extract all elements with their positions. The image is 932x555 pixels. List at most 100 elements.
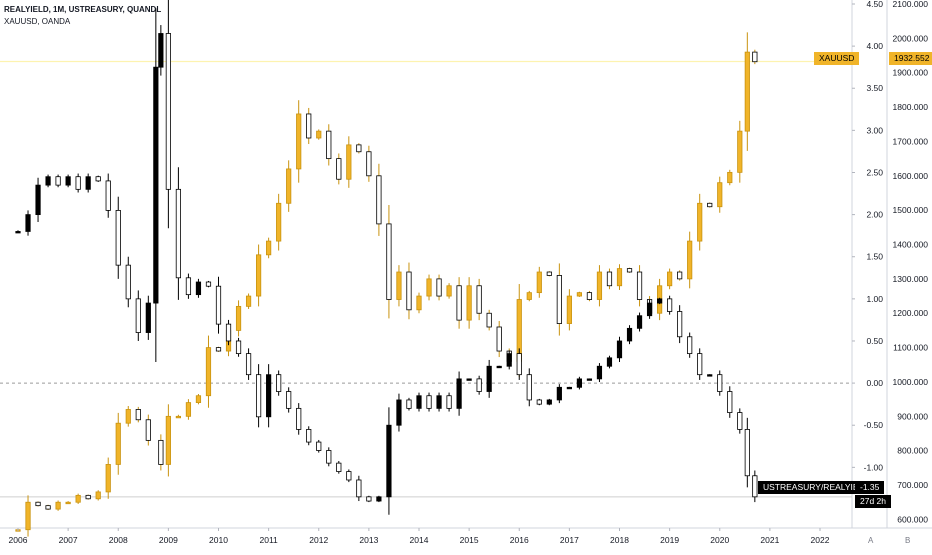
realyield-candle <box>75 173 81 193</box>
xauusd-candle <box>546 271 552 277</box>
realyield-candle <box>677 305 683 344</box>
realyield-candle <box>346 469 352 483</box>
realyield-candle <box>646 299 653 319</box>
realyield-candle-body <box>366 496 372 502</box>
realyield-candle-body <box>185 277 192 296</box>
xauusd-candle-body <box>376 175 382 225</box>
realyield-candle-body <box>316 441 322 451</box>
log-scale-button[interactable]: B <box>905 536 911 545</box>
xauusd-candle <box>85 494 91 500</box>
xauusd-candle <box>346 136 352 188</box>
xauusd-candle <box>496 320 502 358</box>
xauusd-candle <box>95 490 101 501</box>
xauusd-candle <box>707 202 713 208</box>
realyield-candle-body <box>456 378 462 409</box>
xauusd-candle-body <box>436 278 442 297</box>
realyield-candle-body <box>15 231 21 234</box>
realyield-candle-body <box>376 496 382 502</box>
realyield-candle-body <box>85 176 91 190</box>
realyield-candle <box>35 177 41 222</box>
realyield-candle <box>165 0 171 229</box>
realyield-candle <box>306 426 312 446</box>
xauusd-candle <box>616 264 623 291</box>
realyield-candle-body <box>153 66 159 304</box>
xauusd-candle-body <box>296 113 302 170</box>
realyield-candle-body <box>65 176 71 186</box>
xauusd-candle <box>436 274 442 301</box>
xauusd-candle-body <box>616 268 623 287</box>
realyield-candle-body <box>245 353 252 376</box>
realyield-candle-body <box>266 374 272 418</box>
realyield-candle-body <box>165 33 171 190</box>
xauusd-candle <box>185 399 192 420</box>
realyield-candle <box>396 393 402 432</box>
time-axis-tick: 2015 <box>460 535 479 545</box>
xauusd-axis-tick: 1300.000 <box>893 274 929 284</box>
realyield-candle-body <box>276 374 282 392</box>
time-axis-tick: 2013 <box>359 535 378 545</box>
xauusd-candle <box>386 205 392 319</box>
realyield-candle <box>158 25 164 76</box>
xauusd-candle-body <box>165 415 171 465</box>
xauusd-candle-body <box>336 158 342 180</box>
realyield-candle-body <box>225 323 232 342</box>
xauusd-candle <box>316 129 322 140</box>
time-axis-tick: 2017 <box>560 535 579 545</box>
realyield-axis-tick: 2.50 <box>866 167 883 177</box>
realyield-candle <box>566 386 572 390</box>
realyield-candle-body <box>677 311 683 338</box>
xauusd-candle-body <box>135 409 141 421</box>
realyield-candle-body <box>657 298 663 304</box>
xauusd-candle <box>586 290 593 302</box>
time-axis-tick: 2022 <box>811 535 830 545</box>
realyield-series-tag[interactable]: USTREASURY/REALYIELD <box>758 481 875 494</box>
xauusd-candle <box>55 500 61 511</box>
bar-countdown-label: 27d 2h <box>855 495 891 508</box>
xauusd-price-label: 1932.552 <box>889 52 932 65</box>
auto-scale-button[interactable]: A <box>868 536 874 545</box>
xauusd-candle-body <box>145 419 151 441</box>
realyield-candle <box>356 475 362 502</box>
xauusd-axis-tick: 2100.000 <box>893 0 929 9</box>
realyield-candle <box>266 364 272 428</box>
xauusd-candle <box>416 292 422 314</box>
realyield-candle <box>316 439 322 453</box>
realyield-candle <box>476 375 482 395</box>
realyield-candle-body <box>667 298 673 312</box>
realyield-candle <box>286 387 292 413</box>
time-axis-tick: 2019 <box>660 535 679 545</box>
realyield-candle-body <box>306 429 312 443</box>
xauusd-series-tag[interactable]: XAUUSD <box>814 52 860 65</box>
realyield-candle <box>616 336 623 363</box>
xauusd-candle <box>667 268 673 290</box>
xauusd-candle <box>276 193 282 251</box>
realyield-axis-tick: 1.00 <box>866 294 883 304</box>
xauusd-candle <box>626 267 633 273</box>
realyield-candle <box>727 386 733 418</box>
realyield-candle <box>386 407 392 515</box>
legend-xauusd: XAUUSD, OANDA <box>4 17 71 26</box>
realyield-value-label: -1.35 <box>855 481 885 494</box>
xauusd-candle <box>636 265 643 307</box>
xauusd-candle <box>306 107 312 145</box>
realyield-candle-body <box>195 281 202 296</box>
xauusd-candle-body <box>446 285 452 297</box>
xauusd-candle <box>245 293 252 309</box>
xauusd-candle-body <box>667 271 673 287</box>
xauusd-candle <box>215 346 222 352</box>
xauusd-candle-body <box>727 171 733 184</box>
xauusd-candle <box>175 414 181 419</box>
xauusd-candle <box>205 335 212 408</box>
realyield-candle-body <box>516 353 522 376</box>
xauusd-candle-body <box>576 292 583 297</box>
xauusd-candle-body <box>606 271 613 287</box>
realyield-candle-body <box>45 176 51 186</box>
realyield-candle-body <box>496 365 502 369</box>
xauusd-axis-tick: 1800.000 <box>893 102 929 112</box>
realyield-candle <box>296 403 302 435</box>
realyield-candle-body <box>296 407 302 430</box>
xauusd-candle <box>396 265 402 307</box>
xauusd-candle-body <box>245 295 252 307</box>
